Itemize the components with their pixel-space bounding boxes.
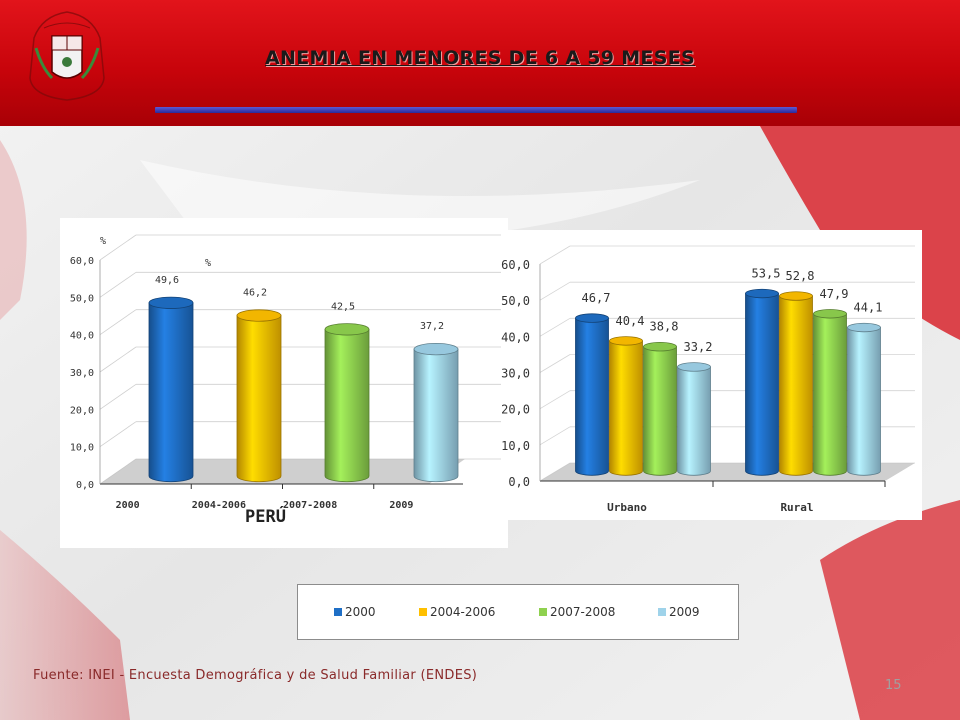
page-number: 15 [885,678,902,693]
legend-item-2000: 2000 [334,605,376,619]
page-title: ANEMIA EN MENORES DE 6 A 59 MESES [265,47,695,69]
chart-panel-peru [60,218,508,548]
legend-item-2009: 2009 [658,605,700,619]
legend-item-2004-2006: 2004-2006 [419,605,495,619]
title-underline-bar [155,107,797,113]
legend-label: 2009 [669,605,700,619]
chart-panel-urban-rural [498,230,922,520]
legend-swatch [419,608,427,616]
chart-legend: 2000 2004-2006 2007-2008 2009 [297,584,739,640]
legend-label: 2004-2006 [430,605,496,619]
legend-label: 2000 [345,605,376,619]
header-bar [0,0,960,126]
legend-item-2007-2008: 2007-2008 [539,605,615,619]
legend-swatch [539,608,547,616]
source-note: Fuente: INEI - Encuesta Demográfica y de… [33,668,478,683]
legend-label: 2007-2008 [550,605,616,619]
legend-swatch [334,608,342,616]
legend-swatch [658,608,666,616]
coat-of-arms-icon [29,11,105,101]
